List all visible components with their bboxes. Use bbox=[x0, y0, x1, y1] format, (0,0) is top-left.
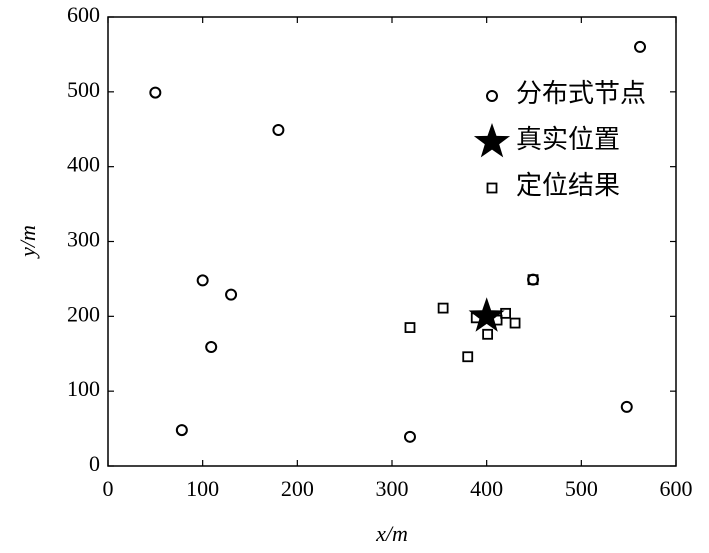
x-axis-label: x/m bbox=[375, 521, 408, 546]
point-circle bbox=[527, 273, 540, 286]
y-tick-label: 0 bbox=[89, 451, 100, 476]
point-circle bbox=[196, 274, 209, 287]
point-square bbox=[527, 274, 539, 286]
point-circle bbox=[620, 400, 633, 413]
point-circle bbox=[225, 288, 238, 301]
x-tick-label: 500 bbox=[565, 476, 598, 501]
y-axis-label: y/m bbox=[15, 225, 40, 259]
legend-label: 分布式节点 bbox=[516, 79, 646, 108]
point-square bbox=[491, 314, 503, 326]
point-square bbox=[462, 351, 474, 363]
y-tick-label: 500 bbox=[67, 77, 100, 102]
x-tick-label: 400 bbox=[470, 476, 503, 501]
x-tick-label: 0 bbox=[103, 476, 114, 501]
point-square bbox=[470, 312, 482, 324]
legend-label: 真实位置 bbox=[516, 125, 620, 154]
point-square bbox=[482, 328, 494, 340]
y-tick-label: 100 bbox=[67, 376, 100, 401]
legend-marker bbox=[486, 90, 498, 102]
point-circle bbox=[205, 341, 218, 354]
point-star bbox=[468, 297, 505, 332]
point-circle bbox=[634, 40, 647, 53]
point-square bbox=[509, 317, 521, 329]
y-tick-label: 600 bbox=[67, 2, 100, 27]
legend-label: 定位结果 bbox=[516, 171, 620, 200]
point-circle bbox=[272, 123, 285, 136]
y-tick-label: 200 bbox=[67, 301, 100, 326]
x-tick-label: 600 bbox=[660, 476, 693, 501]
legend-marker bbox=[473, 123, 511, 158]
x-tick-label: 300 bbox=[376, 476, 409, 501]
x-tick-label: 200 bbox=[281, 476, 314, 501]
point-square bbox=[404, 322, 416, 333]
y-tick-label: 300 bbox=[67, 227, 100, 252]
point-square bbox=[437, 302, 449, 314]
point-circle bbox=[175, 424, 188, 437]
legend-marker bbox=[486, 182, 498, 194]
x-tick-label: 100 bbox=[186, 476, 219, 501]
point-square bbox=[500, 307, 512, 319]
y-tick-label: 400 bbox=[67, 152, 100, 177]
point-circle bbox=[403, 430, 416, 443]
point-circle bbox=[149, 86, 162, 99]
